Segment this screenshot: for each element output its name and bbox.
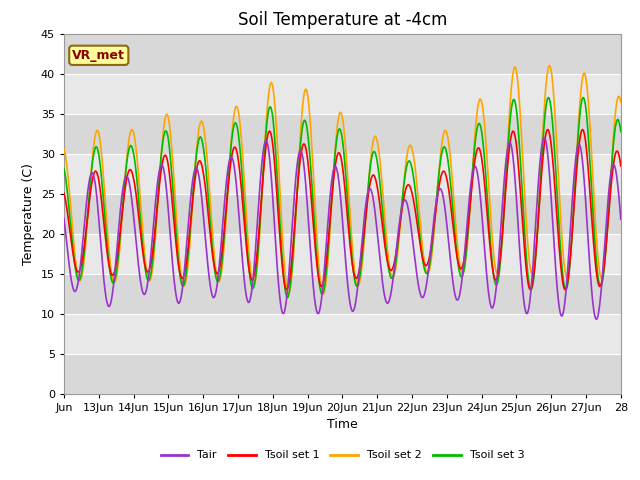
Bar — [64, 354, 621, 394]
Tsoil set 1 — [579, 127, 586, 132]
Tsoil set 3 — [444, 158, 452, 164]
Title: Soil Temperature at -4cm: Soil Temperature at -4cm — [237, 11, 447, 29]
Tsoil set 2 — [70, 247, 78, 253]
Text: VR_met: VR_met — [72, 49, 125, 62]
Tsoil set 2 — [444, 136, 452, 142]
Line: Tsoil set 3: Tsoil set 3 — [64, 97, 621, 298]
Tsoil set 1 — [617, 163, 625, 168]
Tair — [593, 316, 600, 322]
Tsoil set 2 — [582, 74, 589, 80]
Tsoil set 1 — [60, 191, 68, 196]
Tair — [60, 216, 68, 222]
Tsoil set 1 — [582, 139, 589, 145]
Tsoil set 1 — [312, 250, 319, 256]
Tsoil set 3 — [346, 220, 353, 226]
Bar — [64, 234, 621, 274]
Line: Tair: Tair — [64, 138, 621, 319]
Bar — [64, 274, 621, 313]
Tsoil set 2 — [346, 198, 353, 204]
Tair — [444, 230, 452, 236]
Tair — [160, 166, 168, 172]
Tsoil set 3 — [284, 295, 291, 300]
Tsoil set 3 — [579, 95, 587, 100]
Tsoil set 2 — [160, 126, 168, 132]
Tsoil set 1 — [70, 259, 78, 265]
Tair — [312, 304, 319, 310]
Tsoil set 1 — [345, 229, 353, 235]
Legend: Tair, Tsoil set 1, Tsoil set 2, Tsoil set 3: Tair, Tsoil set 1, Tsoil set 2, Tsoil se… — [156, 446, 529, 465]
Bar — [64, 154, 621, 193]
Tair — [70, 288, 78, 294]
X-axis label: Time: Time — [327, 418, 358, 431]
Tsoil set 3 — [582, 104, 589, 109]
Tsoil set 2 — [545, 63, 553, 69]
Tair — [617, 216, 625, 222]
Line: Tsoil set 2: Tsoil set 2 — [64, 66, 621, 294]
Bar — [64, 34, 621, 73]
Tsoil set 1 — [561, 287, 569, 292]
Line: Tsoil set 1: Tsoil set 1 — [64, 130, 621, 289]
Bar — [64, 313, 621, 354]
Tair — [540, 135, 548, 141]
Tsoil set 2 — [312, 214, 319, 220]
Tair — [345, 292, 353, 298]
Bar — [64, 193, 621, 234]
Tsoil set 3 — [70, 259, 78, 265]
Tsoil set 2 — [617, 99, 625, 105]
Tsoil set 3 — [60, 166, 68, 171]
Tsoil set 1 — [444, 180, 452, 186]
Tair — [582, 193, 589, 199]
Tsoil set 3 — [160, 134, 168, 140]
Bar — [64, 73, 621, 114]
Y-axis label: Temperature (C): Temperature (C) — [22, 163, 35, 264]
Tsoil set 3 — [312, 246, 320, 252]
Tsoil set 3 — [617, 129, 625, 134]
Tsoil set 2 — [319, 291, 327, 297]
Bar — [64, 114, 621, 154]
Tsoil set 2 — [60, 146, 68, 152]
Tsoil set 1 — [160, 155, 168, 160]
